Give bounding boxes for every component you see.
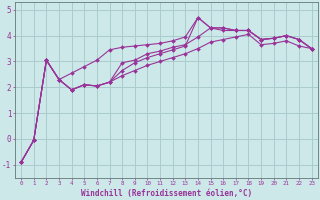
X-axis label: Windchill (Refroidissement éolien,°C): Windchill (Refroidissement éolien,°C) <box>81 189 252 198</box>
